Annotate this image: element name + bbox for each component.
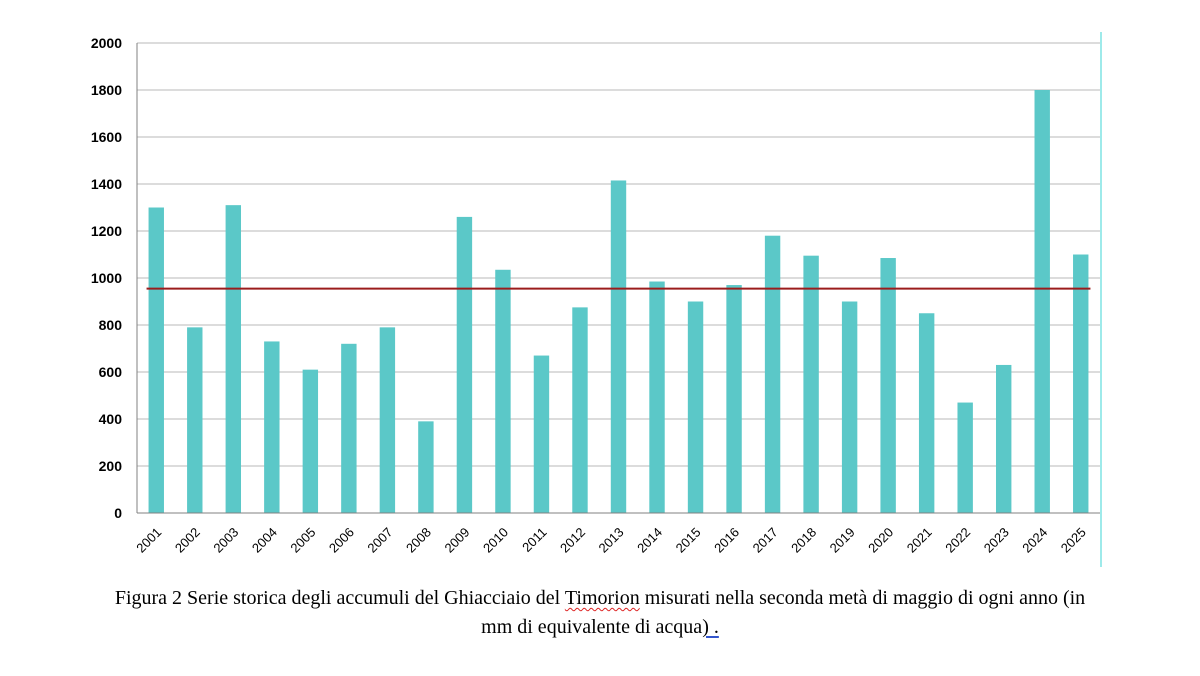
bar-2010 bbox=[495, 269, 511, 513]
x-tick-labels: 2001 2002 2003 2004 2005 2006 2007 2008 2009 2010… bbox=[133, 525, 1089, 556]
caption-line-1: Figura 2 Serie storica degli accumuli de… bbox=[0, 584, 1200, 613]
y-tick-label: 200 bbox=[99, 458, 123, 474]
x-tick-label: 2003 bbox=[210, 525, 241, 556]
bar-2014 bbox=[649, 281, 665, 513]
x-tick-label: 2021 bbox=[904, 525, 935, 556]
y-tick-label: 1800 bbox=[91, 82, 122, 98]
x-tick-label: 2002 bbox=[172, 525, 203, 556]
x-tick-label: 2012 bbox=[557, 525, 588, 556]
bar-2007 bbox=[379, 327, 396, 513]
bar-2013 bbox=[610, 180, 627, 513]
x-tick-label: 2008 bbox=[403, 525, 434, 556]
bar-2019 bbox=[841, 301, 858, 513]
y-tick-label: 1600 bbox=[91, 129, 122, 145]
caption-glacier-name: Timorion bbox=[564, 587, 640, 609]
bar-2006 bbox=[341, 343, 357, 513]
x-tick-label: 2019 bbox=[827, 525, 858, 556]
bar-2004 bbox=[264, 341, 280, 513]
y-tick-label: 1000 bbox=[91, 270, 122, 286]
bar-2011 bbox=[533, 355, 550, 513]
x-tick-label: 2007 bbox=[364, 525, 395, 556]
bar-2008 bbox=[418, 421, 434, 513]
bar-2025 bbox=[1073, 254, 1089, 513]
y-tick-label: 1400 bbox=[91, 176, 122, 192]
bar-2024 bbox=[1034, 90, 1050, 513]
x-tick-label: 2018 bbox=[788, 525, 819, 556]
bar-2021 bbox=[918, 313, 935, 513]
bar-2015 bbox=[687, 301, 704, 513]
x-tick-label: 2009 bbox=[441, 525, 472, 556]
bar-2020 bbox=[880, 258, 896, 513]
caption-text-cont: misurati nella seconda metà di maggio di… bbox=[639, 587, 1086, 609]
figure-caption: Figura 2 Serie storica degli accumuli de… bbox=[0, 584, 1200, 642]
x-tick-label: 2006 bbox=[326, 525, 357, 556]
bar-2012 bbox=[572, 307, 588, 513]
bar-2018 bbox=[803, 255, 819, 514]
bar-2003 bbox=[225, 205, 242, 513]
axes bbox=[136, 32, 1102, 567]
bars bbox=[148, 90, 1089, 514]
bar-2023 bbox=[995, 364, 1012, 513]
x-tick-label: 2005 bbox=[287, 525, 318, 556]
x-tick-label: 2001 bbox=[133, 525, 164, 556]
bar-2016 bbox=[726, 285, 742, 513]
caption-closing: ) . bbox=[702, 616, 719, 638]
y-tick-label: 1200 bbox=[91, 223, 122, 239]
x-tick-label: 2011 bbox=[519, 525, 549, 555]
x-tick-label: 2010 bbox=[480, 525, 511, 556]
x-tick-label: 2015 bbox=[673, 525, 704, 556]
x-tick-label: 2022 bbox=[942, 525, 973, 556]
bar-2009 bbox=[456, 216, 473, 513]
chart: 0 200 400 600 800 1000 1200 1400 1600 1800 2000 20… bbox=[91, 32, 1102, 567]
x-tick-label: 2024 bbox=[1019, 525, 1050, 556]
x-tick-label: 2023 bbox=[981, 525, 1012, 556]
y-tick-label: 800 bbox=[99, 317, 123, 333]
x-tick-label: 2017 bbox=[750, 525, 781, 556]
x-tick-label: 2013 bbox=[596, 525, 627, 556]
bar-chart-svg: 0 200 400 600 800 1000 1200 1400 1600 1800 2000 20… bbox=[91, 32, 1102, 567]
y-tick-label: 400 bbox=[99, 411, 123, 427]
x-tick-label: 2020 bbox=[865, 525, 896, 556]
bar-2001 bbox=[148, 207, 164, 513]
x-tick-label: 2025 bbox=[1058, 525, 1089, 556]
caption-text-units: mm di equivalente di acqua bbox=[481, 616, 703, 638]
y-tick-label: 2000 bbox=[91, 35, 122, 51]
y-tick-labels: 0 200 400 600 800 1000 1200 1400 1600 1800 2000 bbox=[91, 35, 122, 521]
caption-line-2: mm di equivalente di acqua) . bbox=[0, 613, 1200, 642]
bar-2005 bbox=[302, 369, 319, 513]
bar-2022 bbox=[957, 402, 973, 513]
bar-2017 bbox=[764, 235, 781, 513]
y-tick-label: 0 bbox=[114, 505, 122, 521]
x-tick-label: 2016 bbox=[711, 525, 742, 556]
bar-2002 bbox=[187, 327, 203, 513]
x-tick-label: 2014 bbox=[634, 525, 665, 556]
caption-text: Figura 2 Serie storica degli accumuli de… bbox=[114, 587, 565, 609]
y-tick-label: 600 bbox=[99, 364, 123, 380]
x-tick-label: 2004 bbox=[249, 525, 280, 556]
